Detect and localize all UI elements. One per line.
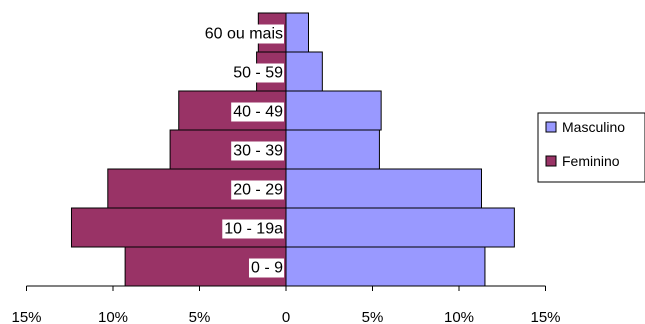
age-label-6: 60 ou mais [205, 26, 283, 43]
x-tick-label-6: 15% [530, 309, 560, 324]
age-label-2: 20 - 29 [233, 182, 283, 199]
age-label-background-3 [231, 141, 285, 161]
age-label-5: 50 - 59 [233, 65, 283, 82]
age-label-background-4 [231, 102, 285, 122]
age-label-background-1 [222, 219, 285, 239]
legend-label-feminino: Feminino [562, 153, 620, 169]
bar-masculino-0 [285, 246, 486, 287]
x-tick-label-4: 5% [362, 309, 384, 324]
bar-masculino-3 [285, 129, 380, 170]
bar-masculino-2 [285, 168, 482, 209]
bar-masculino-4 [285, 90, 382, 131]
age-labels-group: 0 - 9 10 - 19a 20 - 29 30 - 39 40 - 49 50 - 5… [202, 24, 285, 278]
x-tick-label-3: 0 [282, 309, 290, 324]
age-label-background-5 [231, 63, 285, 83]
x-axis: 15% 10% 5% 0 5% 10% 15% [11, 285, 561, 324]
legend-swatch-masculino [545, 121, 557, 133]
age-label-0: 0 - 9 [251, 260, 283, 277]
age-label-3: 30 - 39 [233, 143, 283, 160]
legend: Masculino Feminino [537, 112, 645, 183]
bar-masculino-1 [285, 207, 515, 248]
x-tick-label-2: 5% [189, 309, 211, 324]
age-label-background-2 [231, 180, 285, 200]
age-label-4: 40 - 49 [233, 104, 283, 121]
age-label-background-6 [202, 24, 284, 44]
age-label-1: 10 - 19a [224, 221, 283, 238]
x-tick-label-5: 10% [444, 309, 474, 324]
bar-masculino-5 [285, 51, 323, 92]
bar-masculino-6 [285, 12, 309, 53]
legend-label-masculino: Masculino [562, 119, 625, 135]
age-label-background-0 [248, 258, 285, 278]
x-tick-label-0: 15% [11, 309, 41, 324]
legend-swatch-feminino [545, 155, 557, 167]
bars-group [70, 12, 515, 287]
x-tick-label-1: 10% [98, 309, 128, 324]
